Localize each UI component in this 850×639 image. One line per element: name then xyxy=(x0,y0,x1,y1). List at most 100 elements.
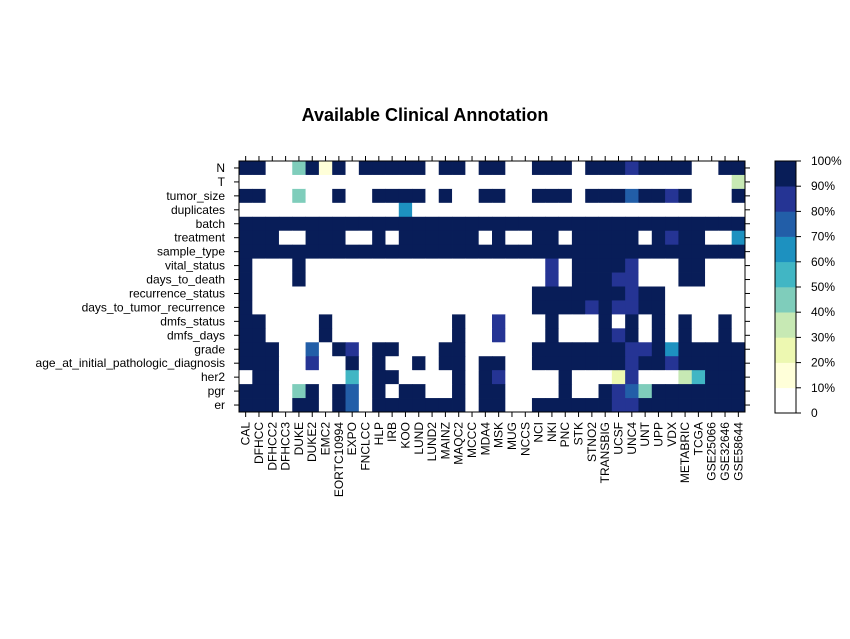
heatmap-cell xyxy=(665,174,679,190)
heatmap-cell xyxy=(531,384,546,399)
heatmap-cell xyxy=(398,188,413,204)
heatmap-cell xyxy=(265,161,280,176)
heatmap-cell xyxy=(265,370,280,385)
heatmap-cell xyxy=(305,314,320,329)
heatmap-cell xyxy=(691,370,706,385)
heatmap-cell xyxy=(611,342,626,357)
heatmap-cell xyxy=(372,342,386,357)
heatmap-cell xyxy=(665,398,679,413)
heatmap-cell xyxy=(705,216,719,232)
heatmap-cell xyxy=(465,300,480,315)
heatmap-cell xyxy=(239,244,253,260)
heatmap-cell xyxy=(625,342,639,357)
heatmap-cell xyxy=(385,286,400,301)
heatmap-cell xyxy=(558,216,573,232)
heatmap-cell xyxy=(625,384,639,399)
heatmap-cell xyxy=(292,384,306,399)
heatmap-cell xyxy=(278,356,293,371)
heatmap-cell xyxy=(505,370,520,385)
heatmap-cell xyxy=(265,230,280,246)
legend-swatch xyxy=(775,387,796,414)
heatmap-cell xyxy=(265,384,280,399)
heatmap-cell xyxy=(292,244,306,260)
heatmap-cell xyxy=(545,258,559,273)
legend-swatch xyxy=(775,362,796,389)
heatmap-cell xyxy=(678,272,693,287)
heatmap-cell xyxy=(478,216,493,232)
heatmap-cell xyxy=(531,328,546,343)
heatmap-cell xyxy=(438,174,453,190)
heatmap-cell xyxy=(465,370,480,385)
heatmap-cell xyxy=(278,384,293,399)
heatmap-cell xyxy=(718,314,733,329)
heatmap-cell xyxy=(385,342,400,357)
heatmap-cell xyxy=(705,384,719,399)
heatmap-cell xyxy=(358,202,373,218)
column-label: KOO xyxy=(398,422,412,449)
heatmap-cell xyxy=(558,356,573,371)
heatmap-cell xyxy=(358,244,373,260)
heatmap-cell xyxy=(398,398,413,413)
heatmap-cell xyxy=(505,398,520,413)
heatmap-cell xyxy=(425,202,440,218)
heatmap-cell xyxy=(385,300,400,315)
heatmap-cell xyxy=(691,328,706,343)
heatmap-cell xyxy=(611,174,626,190)
heatmap-cell xyxy=(558,272,573,287)
heatmap-cell xyxy=(278,398,293,413)
heatmap-cell xyxy=(505,188,520,204)
heatmap-cell xyxy=(585,244,599,260)
heatmap-cell xyxy=(571,300,586,315)
column-label: MSK xyxy=(492,422,506,448)
heatmap-cell xyxy=(731,188,746,204)
heatmap-cell xyxy=(292,342,306,357)
heatmap-cell xyxy=(598,300,613,315)
heatmap-cell xyxy=(332,188,346,204)
heatmap-cell xyxy=(332,300,346,315)
heatmap-cell xyxy=(638,384,653,399)
heatmap-cell xyxy=(252,384,267,399)
heatmap-cell xyxy=(345,398,360,413)
heatmap-cell xyxy=(731,370,746,385)
heatmap-cell xyxy=(438,216,453,232)
heatmap-cell xyxy=(372,230,386,246)
heatmap-cell xyxy=(278,342,293,357)
heatmap-cell xyxy=(705,258,719,273)
heatmap-cell xyxy=(305,174,320,190)
heatmap-cell xyxy=(598,202,613,218)
heatmap-cell xyxy=(358,342,373,357)
heatmap-cell xyxy=(492,328,506,343)
heatmap-cell xyxy=(452,174,466,190)
legend-label: 20% xyxy=(811,356,835,370)
heatmap-cell xyxy=(571,342,586,357)
heatmap-cell xyxy=(452,356,466,371)
heatmap-cell xyxy=(651,356,666,371)
heatmap-cell xyxy=(718,202,733,218)
heatmap-cell xyxy=(611,398,626,413)
heatmap-cell xyxy=(278,300,293,315)
heatmap-cell xyxy=(492,174,506,190)
heatmap-cell xyxy=(531,258,546,273)
heatmap-cell xyxy=(265,300,280,315)
heatmap-cell xyxy=(531,216,546,232)
heatmap-cell xyxy=(518,398,533,413)
heatmap-cell xyxy=(651,230,666,246)
heatmap-cell xyxy=(571,370,586,385)
heatmap-cell xyxy=(545,216,559,232)
heatmap-cell xyxy=(691,174,706,190)
heatmap-cell xyxy=(332,230,346,246)
heatmap-cell xyxy=(305,370,320,385)
heatmap-cell xyxy=(718,216,733,232)
heatmap-cell xyxy=(691,314,706,329)
column-label: GSE58644 xyxy=(731,422,745,481)
heatmap-cell xyxy=(571,272,586,287)
heatmap-cell xyxy=(452,300,466,315)
heatmap-cell xyxy=(558,342,573,357)
heatmap-cell xyxy=(452,328,466,343)
legend-label: 10% xyxy=(811,381,835,395)
heatmap-cell xyxy=(465,342,480,357)
heatmap-cell xyxy=(318,244,333,260)
heatmap-cell xyxy=(665,286,679,301)
heatmap-cell xyxy=(385,370,400,385)
heatmap-cell xyxy=(705,398,719,413)
